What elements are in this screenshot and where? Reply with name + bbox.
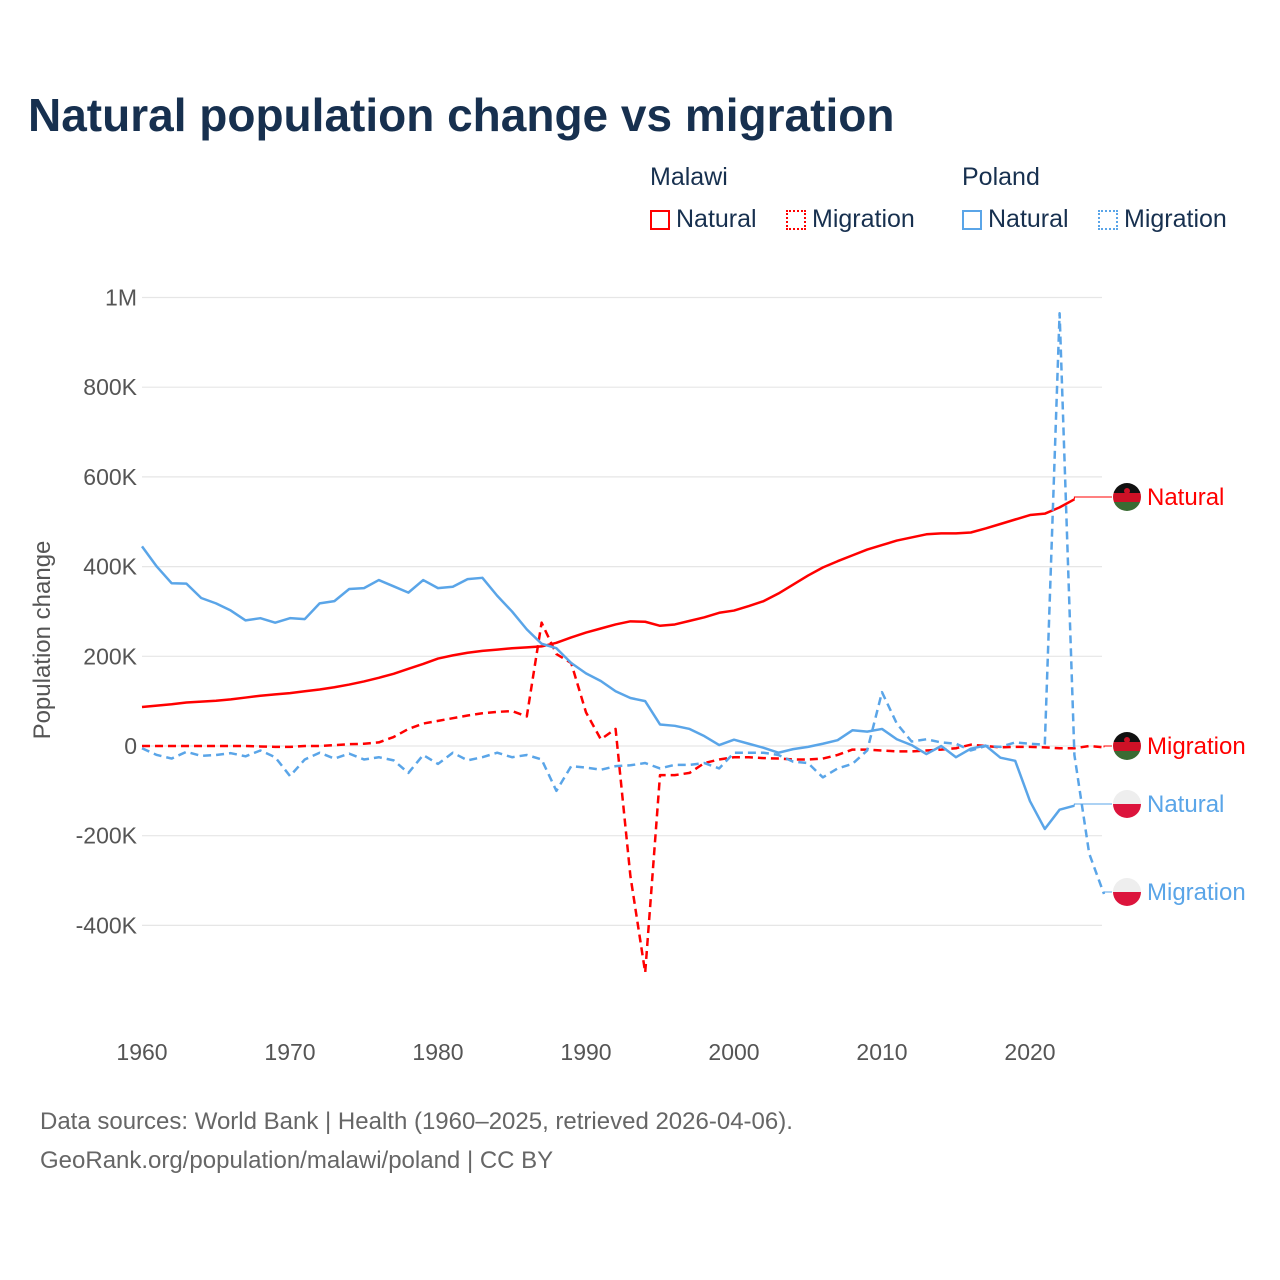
legend-swatch-dotted: [1098, 209, 1118, 230]
legend-label: Migration: [1124, 205, 1227, 233]
y-tick-label: 0: [124, 733, 137, 759]
legend-label: Migration: [812, 205, 915, 233]
y-tick-label: 200K: [83, 643, 137, 669]
y-tick-label: 600K: [83, 464, 137, 490]
y-tick-label: 400K: [83, 554, 137, 580]
source-line-2: GeoRank.org/population/malawi/poland | C…: [40, 1147, 554, 1174]
label-connector: [1103, 891, 1112, 895]
series-end-label: Migration: [1147, 879, 1246, 906]
legend-malawi-natural[interactable]: Natural: [650, 205, 757, 234]
series-line-poland-migration: [141, 311, 1106, 895]
poland-flag-icon: [1113, 790, 1141, 818]
x-tick-label: 2020: [1004, 1039, 1055, 1065]
x-tick-label: 1980: [412, 1039, 463, 1065]
source-line-1: Data sources: World Bank | Health (1960–…: [40, 1108, 793, 1135]
y-tick-label: -200K: [76, 823, 138, 849]
malawi-flag-icon: [1113, 483, 1141, 511]
series-line-malawi-migration: [142, 621, 1105, 974]
x-tick-label: 1960: [116, 1039, 167, 1065]
legend-swatch-dotted: [786, 209, 806, 230]
label-connector: [1103, 745, 1112, 748]
malawi-flag-icon: [1113, 732, 1141, 760]
series-end-label: Natural: [1147, 791, 1224, 818]
y-tick-label: 1M: [105, 285, 137, 311]
legend-poland-migration[interactable]: Migration: [1098, 205, 1227, 234]
series-end-label: Migration: [1147, 733, 1246, 760]
legend-poland-natural[interactable]: Natural: [962, 205, 1069, 234]
poland-flag-icon: [1113, 878, 1141, 906]
legend-swatch-solid: [962, 209, 982, 230]
y-tick-label: -400K: [76, 912, 138, 938]
legend-label: Natural: [676, 205, 757, 233]
x-tick-label: 2010: [856, 1039, 907, 1065]
legend-malawi-migration[interactable]: Migration: [786, 205, 915, 234]
legend-swatch-solid: [650, 209, 670, 230]
legend-label: Natural: [988, 205, 1069, 233]
legend-group-malawi: Malawi: [650, 163, 728, 191]
x-tick-label: 2000: [708, 1039, 759, 1065]
label-connector: [1073, 496, 1112, 500]
chart-title: Natural population change vs migration: [28, 89, 895, 141]
y-axis-label: Population change: [29, 541, 56, 740]
label-connector: [1073, 803, 1112, 806]
x-tick-label: 1990: [560, 1039, 611, 1065]
series-line-malawi-natural: [141, 498, 1075, 709]
x-tick-label: 1970: [264, 1039, 315, 1065]
legend-group-poland: Poland: [962, 163, 1040, 191]
series-line-poland-natural: [140, 545, 1075, 831]
y-tick-label: 800K: [83, 374, 137, 400]
series-end-label: Natural: [1147, 484, 1224, 511]
